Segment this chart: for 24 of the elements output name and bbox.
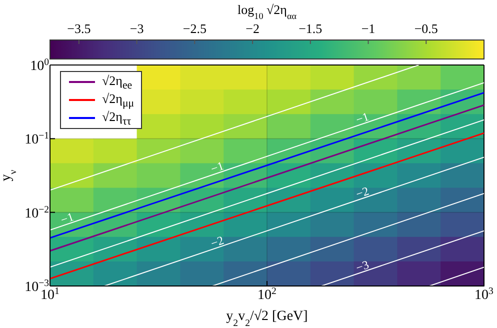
- annotation: −1: [58, 210, 76, 227]
- y-tick-label: 10$^{0}$: [30, 56, 50, 74]
- annotation: −3: [354, 257, 371, 275]
- annotation: −1: [208, 158, 226, 176]
- color-bar-label: −3: [130, 21, 144, 36]
- x-tick-label: 10$^{1}$: [40, 286, 60, 303]
- x-axis-title: y$_{2}$v$_{2}$/√2 [GeV]: [226, 308, 308, 328]
- x-tick-label: 10$^{2}$: [258, 286, 277, 303]
- legend-label: √2η$_{ττ}$: [102, 108, 132, 128]
- annotation: −2: [354, 184, 371, 202]
- y-tick-label: 10$^{−1}$: [24, 130, 50, 148]
- color-bar-label: −1.5: [298, 21, 322, 36]
- legend-label: √2η$_{ee}$: [102, 72, 132, 92]
- x-tick-label: 10$^{3}$: [474, 286, 494, 303]
- color-bar-label: −3.5: [67, 21, 91, 36]
- y-tick-label: 10$^{−2}$: [24, 204, 50, 222]
- color-bar-title: log$_{10}$ √2η$_{αα}$: [238, 2, 297, 21]
- legend-label: √2η$_{μμ}$: [102, 90, 134, 110]
- color-bar-label: −2.5: [182, 21, 206, 36]
- annotation: −1: [354, 109, 371, 127]
- color-bar-label: −1: [361, 21, 376, 36]
- annotation: −2: [208, 233, 226, 250]
- color-bar-label: −2: [246, 21, 260, 36]
- color-bar-label: −0.5: [414, 21, 438, 36]
